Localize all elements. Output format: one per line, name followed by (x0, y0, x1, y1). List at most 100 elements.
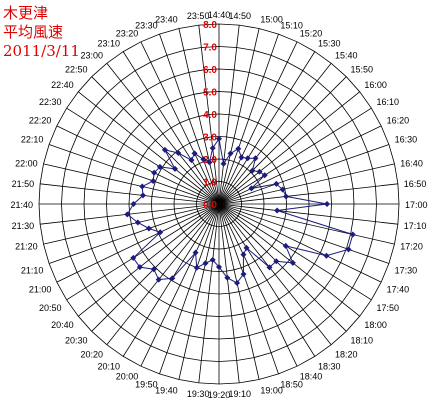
grid-spoke-30 (178, 203, 220, 380)
data-point (349, 231, 356, 238)
grid-spoke-24 (218, 203, 298, 367)
grid-spoke-10 (218, 125, 382, 205)
category-label: 19:00 (260, 385, 283, 395)
category-label: 21:20 (15, 241, 38, 251)
category-label: 20:00 (116, 372, 139, 382)
grid-spoke-8 (218, 91, 360, 205)
grid-spoke-6 (218, 63, 332, 205)
grid-spoke-18 (218, 203, 382, 283)
data-point (134, 219, 141, 226)
data-point (216, 264, 222, 270)
data-point (209, 145, 216, 152)
data-point (235, 145, 242, 152)
data-point (130, 254, 137, 261)
title-line-measure: 平均風速 (3, 23, 64, 41)
category-label: 17:30 (395, 265, 418, 275)
data-point (238, 154, 245, 161)
data-point (172, 165, 179, 172)
grid-spoke-39 (48, 203, 220, 264)
grid-spoke-33 (122, 203, 220, 357)
category-label: 21:50 (12, 179, 35, 189)
grid-spoke-17 (218, 203, 390, 264)
data-point (252, 155, 259, 162)
category-label: 22:20 (29, 115, 52, 125)
radial-tick-label: 0.0 (203, 200, 217, 211)
grid-spoke-1 (218, 25, 240, 205)
title-line-station: 木更津 (3, 4, 49, 22)
category-label: 23:40 (155, 15, 178, 25)
radial-tick-label: 1.0 (203, 178, 217, 189)
category-label: 23:30 (135, 20, 158, 30)
data-point (261, 172, 268, 179)
category-label: 17:20 (400, 241, 423, 251)
grid-spoke-34 (106, 203, 220, 345)
data-point (130, 201, 137, 207)
category-label: 18:20 (335, 349, 358, 359)
category-label: 21:30 (12, 221, 35, 231)
category-label: 16:20 (387, 115, 410, 125)
data-point (151, 169, 158, 176)
data-point (244, 155, 251, 162)
grid-spoke-50 (106, 63, 220, 205)
grid-spoke-38 (56, 203, 220, 283)
category-label: 17:40 (387, 285, 410, 295)
category-label: 18:00 (364, 320, 387, 330)
data-point (345, 246, 352, 253)
data-point (150, 266, 157, 273)
grid-spoke-40 (43, 203, 220, 245)
data-point (323, 252, 330, 259)
category-label: 15:50 (351, 65, 374, 75)
grid-spoke-15 (218, 203, 398, 225)
grid-spoke-4 (218, 41, 298, 205)
grid-spoke-22 (218, 203, 332, 345)
category-label: 18:10 (351, 336, 374, 346)
grid-spoke-46 (56, 125, 220, 205)
category-label: 16:40 (400, 159, 423, 169)
data-point (243, 244, 250, 251)
grid-spoke-19 (218, 203, 372, 301)
data-point (191, 150, 198, 157)
grid-spoke-23 (218, 203, 316, 357)
grid-spoke-13 (218, 183, 398, 205)
category-label: 22:00 (15, 159, 38, 169)
category-label: 14:40 (208, 10, 231, 20)
data-point (206, 159, 213, 166)
grid-spoke-27 (218, 203, 240, 383)
data-point (139, 183, 146, 190)
data-point (202, 260, 209, 267)
data-point (175, 149, 182, 156)
category-label: 15:40 (335, 51, 358, 61)
grid-spoke-45 (48, 144, 220, 205)
data-point (227, 150, 234, 157)
grid-spoke-26 (218, 203, 260, 380)
grid-spoke-48 (78, 91, 220, 205)
category-label: 22:40 (51, 80, 74, 90)
grid-spoke-52 (140, 41, 220, 205)
data-point (283, 193, 290, 200)
data-point (274, 207, 281, 214)
data-point (136, 264, 143, 271)
category-label: 23:20 (116, 28, 139, 38)
category-label: 16:50 (404, 179, 427, 189)
category-label: 22:30 (39, 97, 62, 107)
category-label: 18:30 (318, 362, 341, 372)
radial-tick-label: 4.0 (203, 110, 217, 121)
category-label: 17:00 (405, 200, 428, 210)
grid-spoke-44 (43, 163, 220, 205)
grid-spoke-3 (218, 33, 279, 205)
grid-spoke-11 (218, 144, 390, 205)
category-label: 23:10 (97, 39, 120, 49)
grid-spoke-47 (66, 107, 220, 205)
grid-spoke-43 (40, 183, 220, 205)
category-label: 15:30 (318, 39, 341, 49)
grid-spoke-21 (218, 203, 347, 332)
data-point (157, 229, 164, 236)
data-point (169, 275, 176, 282)
data-point (279, 186, 286, 193)
category-label: 22:10 (21, 135, 44, 145)
title-line-date: 2011/3/11 (3, 42, 80, 60)
category-label: 18:40 (300, 372, 323, 382)
category-label: 21:10 (21, 265, 44, 275)
data-point (266, 264, 273, 271)
data-point (124, 211, 131, 218)
